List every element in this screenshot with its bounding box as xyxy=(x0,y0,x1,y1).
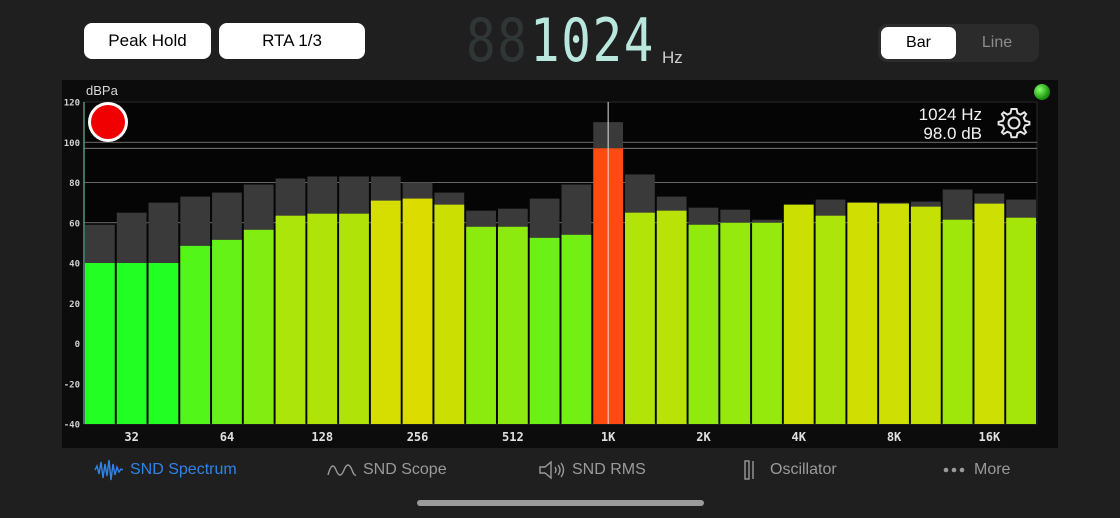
level-bar xyxy=(212,239,242,424)
frequency-ghost-digits: 88 xyxy=(466,6,529,76)
level-bar xyxy=(752,222,782,424)
tab-snd-spectrum[interactable]: SND Spectrum xyxy=(94,459,237,481)
y-tick-label: 80 xyxy=(69,179,80,189)
x-tick-label: 16K xyxy=(979,430,1001,444)
readout-frequency: 1024 Hz xyxy=(918,105,982,124)
level-bar xyxy=(497,226,528,424)
view-mode-control: Bar Line xyxy=(878,24,1039,62)
level-bar xyxy=(434,204,465,424)
level-bar xyxy=(688,224,719,424)
level-bar xyxy=(339,213,369,424)
level-bar xyxy=(307,213,338,424)
level-bar xyxy=(656,210,687,424)
level-bar xyxy=(942,219,973,424)
level-bar xyxy=(85,263,115,424)
y-tick-label: 120 xyxy=(64,99,80,109)
frequency-display: 1024 xyxy=(530,6,656,76)
scope-wave-icon xyxy=(327,464,357,476)
x-tick-label: 8K xyxy=(887,430,902,444)
record-button[interactable] xyxy=(88,102,128,142)
frequency-unit: Hz xyxy=(662,48,683,67)
spectrum-waveform-icon xyxy=(94,459,124,481)
plot-area xyxy=(83,101,1038,425)
level-bar xyxy=(370,200,401,424)
tab-label: More xyxy=(974,461,1011,478)
view-mode-line[interactable]: Line xyxy=(981,34,1013,51)
level-bar xyxy=(148,263,179,424)
rta-mode-button[interactable]: RTA 1/3 xyxy=(219,23,365,59)
x-tick-label: 4K xyxy=(792,430,807,444)
x-tick-label: 2K xyxy=(696,430,711,444)
oscillator-icon xyxy=(744,460,754,480)
tab-snd-scope[interactable]: SND Scope xyxy=(327,459,447,481)
y-tick-label: -20 xyxy=(64,380,80,390)
level-bar xyxy=(529,237,560,424)
level-bar xyxy=(847,202,878,424)
level-bar xyxy=(1006,217,1036,424)
tab-label: Oscillator xyxy=(770,461,837,478)
y-tick-label: 40 xyxy=(69,260,80,270)
status-led-icon xyxy=(1034,84,1050,100)
level-bar xyxy=(815,215,846,424)
x-tick-label: 1K xyxy=(601,430,616,444)
y-tick-label: 0 xyxy=(75,340,80,350)
y-tick-label: -40 xyxy=(64,421,80,431)
level-bar xyxy=(466,226,496,424)
level-bar xyxy=(625,212,655,424)
tab-oscillator[interactable]: Oscillator xyxy=(742,459,837,481)
level-bar xyxy=(561,234,592,424)
readout-level: 98.0 dB xyxy=(923,124,982,143)
y-tick-label: 100 xyxy=(64,139,80,149)
y-tick-label: 20 xyxy=(69,300,80,310)
level-bar xyxy=(720,222,751,424)
view-mode-bar[interactable]: Bar xyxy=(881,27,956,59)
level-bar xyxy=(910,206,941,424)
tab-label: SND Spectrum xyxy=(130,461,237,478)
tab-more[interactable]: More xyxy=(942,459,1010,481)
tab-label: SND RMS xyxy=(572,461,646,478)
level-bar xyxy=(879,203,909,424)
tab-label: SND Scope xyxy=(363,461,447,478)
home-indicator xyxy=(417,500,704,506)
x-tick-label: 512 xyxy=(502,430,524,444)
cursor-readout: 1024 Hz 98.0 dB xyxy=(919,105,982,143)
level-bar xyxy=(402,198,433,424)
level-bar xyxy=(180,245,211,424)
y-tick-label: 60 xyxy=(69,219,80,229)
speaker-icon xyxy=(539,460,565,480)
gear-icon[interactable] xyxy=(997,106,1031,140)
level-bar xyxy=(243,229,274,424)
level-bar xyxy=(783,204,814,424)
more-dots-icon xyxy=(943,467,965,473)
level-bar xyxy=(116,263,147,424)
tab-snd-rms[interactable]: SND RMS xyxy=(538,459,646,481)
x-tick-label: 256 xyxy=(407,430,429,444)
level-bar xyxy=(974,203,1005,424)
x-tick-label: 32 xyxy=(124,430,138,444)
x-tick-label: 64 xyxy=(220,430,234,444)
x-tick-label: 128 xyxy=(311,430,333,444)
peak-hold-button[interactable]: Peak Hold xyxy=(84,23,211,59)
y-axis-label: dBPa xyxy=(86,83,118,98)
level-bar xyxy=(275,215,306,424)
